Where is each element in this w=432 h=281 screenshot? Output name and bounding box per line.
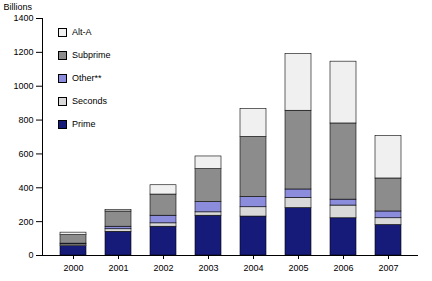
svg-text:800: 800 xyxy=(18,115,33,125)
svg-text:Billions: Billions xyxy=(4,2,33,12)
html-text:Other**: Other** xyxy=(72,73,102,83)
html-text:Alt-A: Alt-A xyxy=(72,27,92,37)
svg-text:2002: 2002 xyxy=(153,263,173,273)
svg-text:2004: 2004 xyxy=(243,263,263,273)
svg-text:600: 600 xyxy=(18,149,33,159)
svg-text:2003: 2003 xyxy=(198,263,218,273)
svg-text:2001: 2001 xyxy=(108,263,128,273)
svg-text:1400: 1400 xyxy=(13,13,33,23)
html-text:Subprime: Subprime xyxy=(72,50,111,60)
svg-text:0: 0 xyxy=(28,250,33,260)
svg-text:2005: 2005 xyxy=(288,263,308,273)
svg-text:400: 400 xyxy=(18,183,33,193)
svg-text:200: 200 xyxy=(18,217,33,227)
svg-text:2000: 2000 xyxy=(63,263,83,273)
html-text:Seconds: Seconds xyxy=(72,96,107,106)
html-text:Prime: Prime xyxy=(72,119,96,129)
svg-text:2007: 2007 xyxy=(378,263,398,273)
svg-text:1200: 1200 xyxy=(13,47,33,57)
svg-text:2006: 2006 xyxy=(333,263,353,273)
svg-text:1000: 1000 xyxy=(13,81,33,91)
